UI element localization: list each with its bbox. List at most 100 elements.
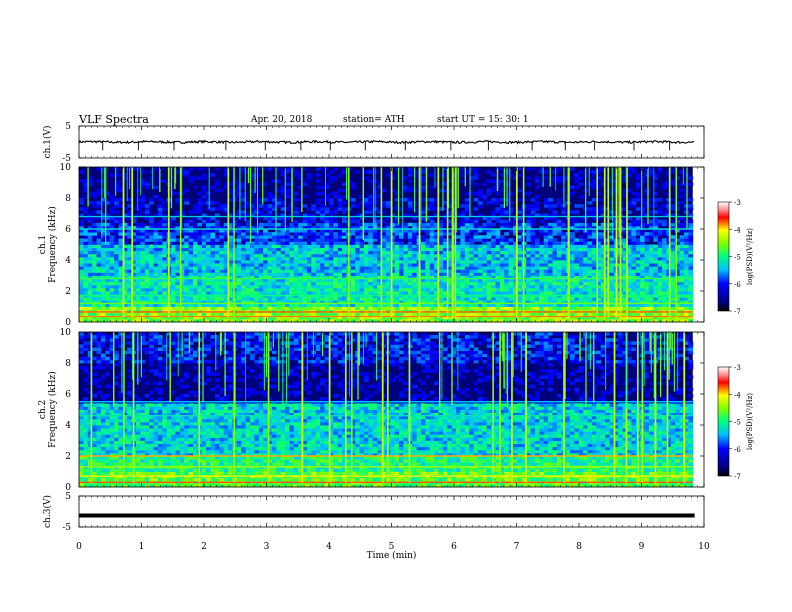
- spectrogram-cell: [517, 238, 523, 242]
- spectrogram-cell: [364, 315, 369, 320]
- spectrogram-cell: [302, 306, 308, 310]
- spectrogram-cell: [403, 225, 409, 230]
- spectrogram-cell: [491, 247, 496, 252]
- spectrogram-cell: [412, 260, 417, 264]
- spectrogram-cell: [149, 318, 154, 323]
- spectrogram-cell: [578, 272, 584, 276]
- spectrogram-cell: [587, 260, 593, 264]
- spectrogram-cell: [197, 222, 203, 227]
- spectrogram-cell: [236, 272, 242, 276]
- spectrogram-cell: [495, 229, 501, 233]
- spectrogram-cell: [670, 238, 676, 242]
- spectrogram-cell: [574, 318, 580, 323]
- spectrogram-cell: [543, 306, 549, 310]
- spectrogram-cell: [328, 238, 334, 242]
- spectrogram-cell: [600, 244, 606, 248]
- spectrogram-cell: [627, 210, 632, 214]
- spectrogram-cell: [328, 306, 334, 310]
- spectrogram-cell: [324, 222, 330, 227]
- spectrogram-cell: [250, 256, 255, 261]
- spectrogram-cell: [675, 272, 680, 276]
- spectrogram-cell: [627, 284, 632, 289]
- spectrogram-cell: [399, 315, 404, 320]
- spectrogram-cell: [223, 225, 229, 230]
- spectrogram-cell: [184, 318, 189, 323]
- spectrogram-cell: [83, 253, 89, 258]
- spectrogram-cell: [206, 232, 211, 236]
- spectrogram-cell: [456, 213, 461, 217]
- spectrogram-cell: [377, 287, 382, 292]
- spectrogram-cell: [100, 244, 106, 248]
- spectrogram-cell: [640, 315, 645, 320]
- spectrogram-cell: [276, 287, 282, 292]
- spectrogram-cell: [83, 300, 89, 304]
- spectrogram-cell: [591, 213, 597, 217]
- spectrogram-cell: [425, 306, 431, 310]
- spectrogram-cell: [653, 247, 659, 252]
- spectrogram-cell: [662, 287, 667, 292]
- spectrogram-cell: [644, 284, 650, 289]
- spectrogram-cell: [83, 284, 89, 289]
- spectrogram-cell: [613, 318, 619, 323]
- spectrogram-cell: [653, 256, 659, 261]
- spectrogram-cell: [473, 216, 479, 221]
- spectrogram-cell: [228, 300, 233, 304]
- spectrogram-cell: [179, 232, 185, 236]
- spectrogram-cell: [670, 278, 676, 283]
- spectrogram-cell: [460, 266, 466, 270]
- spectrogram-cell: [210, 241, 216, 245]
- spectrogram-cell: [153, 287, 159, 292]
- spectrogram-cell: [100, 238, 106, 242]
- spectrogram-cell: [285, 247, 290, 252]
- spectrogram-cell: [289, 235, 295, 239]
- spectrogram-cell: [517, 287, 523, 292]
- spectrogram-cell: [214, 278, 220, 283]
- spectrogram-cell: [530, 241, 536, 245]
- spectrogram-cell: [425, 256, 431, 261]
- spectrogram-cell: [570, 297, 575, 301]
- spectrogram-cell: [552, 222, 558, 227]
- spectrogram-cell: [285, 281, 290, 286]
- spectrogram-cell: [372, 318, 378, 323]
- spectrogram-cell: [236, 306, 242, 310]
- spectrogram-cell: [570, 250, 575, 255]
- spectrogram-cell: [184, 219, 189, 224]
- spectrogram-cell: [228, 260, 233, 264]
- spectrogram-cell: [539, 263, 545, 267]
- spectrogram-cell: [394, 260, 400, 264]
- spectrogram-cell: [548, 315, 553, 320]
- spectrogram-cell: [364, 210, 369, 214]
- spectrogram-cell: [223, 275, 229, 279]
- spectrogram-cell: [684, 256, 689, 261]
- spectrogram-cell: [499, 253, 505, 258]
- spectrogram-cell: [293, 219, 299, 224]
- spectrogram-cell: [276, 204, 282, 208]
- spectrogram-cell: [144, 229, 150, 233]
- spectrogram-cell: [127, 284, 132, 289]
- spectrogram-cell: [657, 263, 663, 267]
- spectrogram-cell: [109, 263, 115, 267]
- spectrogram-cell: [556, 275, 562, 279]
- spectrogram-cell: [320, 300, 325, 304]
- spectrogram-cell: [499, 278, 505, 283]
- spectrogram-cell: [350, 229, 356, 233]
- spectrogram-cell: [451, 275, 457, 279]
- spectrogram-cell: [258, 266, 264, 270]
- spectrogram-cell: [482, 275, 488, 279]
- spectrogram-cell: [157, 297, 163, 301]
- spectrogram-cell: [491, 241, 496, 245]
- spectrogram-cell: [679, 318, 685, 323]
- spectrogram-cell: [149, 287, 154, 292]
- spectrogram-cell: [285, 216, 290, 221]
- spectrogram-cell: [219, 244, 225, 248]
- spectrogram-cell: [79, 269, 84, 273]
- spectrogram-cell: [556, 291, 562, 295]
- spectrogram-cell: [640, 241, 645, 245]
- spectrogram-cell: [79, 306, 84, 310]
- spectrogram-cell: [684, 250, 689, 255]
- spectrogram-cell: [403, 278, 409, 283]
- spectrogram-cell: [596, 244, 602, 248]
- spectrogram-cell: [87, 291, 93, 295]
- spectrogram-cell: [87, 303, 93, 307]
- spectrogram-cell: [258, 260, 264, 264]
